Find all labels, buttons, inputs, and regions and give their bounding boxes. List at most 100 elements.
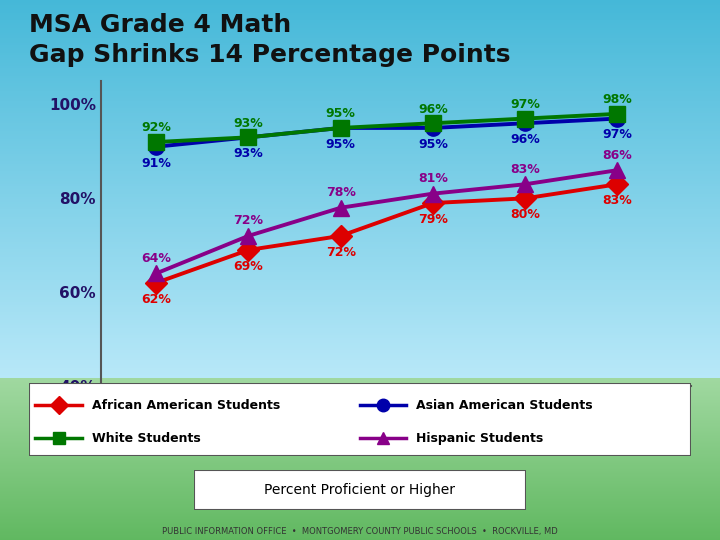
Bar bbox=[0, 300, 720, 302]
Text: 69%: 69% bbox=[233, 260, 264, 273]
Bar bbox=[0, 525, 720, 526]
Bar bbox=[0, 457, 720, 458]
Bar bbox=[0, 392, 720, 393]
Bar bbox=[0, 384, 720, 386]
Bar bbox=[0, 411, 720, 413]
Bar bbox=[0, 419, 720, 420]
Bar bbox=[0, 378, 720, 379]
Bar bbox=[0, 435, 720, 436]
Text: 98%: 98% bbox=[603, 93, 632, 106]
Bar bbox=[0, 539, 720, 540]
Bar bbox=[0, 429, 720, 430]
Bar bbox=[0, 307, 720, 310]
Bar bbox=[0, 379, 720, 380]
Bar bbox=[0, 358, 720, 360]
Bar bbox=[0, 405, 720, 406]
Bar bbox=[0, 343, 720, 345]
Bar bbox=[0, 526, 720, 527]
Bar bbox=[0, 65, 720, 68]
Bar bbox=[0, 277, 720, 280]
Bar bbox=[0, 28, 720, 30]
Bar bbox=[0, 406, 720, 407]
Bar bbox=[0, 126, 720, 129]
Text: Asian American Students: Asian American Students bbox=[416, 399, 593, 412]
Bar bbox=[0, 71, 720, 73]
Bar bbox=[0, 383, 720, 384]
Bar bbox=[0, 322, 720, 325]
Bar bbox=[0, 408, 720, 409]
Bar bbox=[0, 227, 720, 229]
Bar bbox=[0, 88, 720, 91]
Bar bbox=[0, 523, 720, 524]
Bar bbox=[0, 382, 720, 383]
Bar bbox=[0, 194, 720, 197]
Bar bbox=[0, 0, 720, 3]
Bar bbox=[0, 524, 720, 525]
Bar bbox=[0, 212, 720, 214]
Bar bbox=[0, 86, 720, 88]
Bar bbox=[0, 252, 720, 254]
Bar bbox=[0, 461, 720, 462]
Bar bbox=[0, 98, 720, 101]
Bar bbox=[0, 242, 720, 245]
Bar bbox=[0, 154, 720, 156]
Bar bbox=[0, 380, 720, 381]
Bar bbox=[0, 204, 720, 207]
Text: Gap Shrinks 14 Percentage Points: Gap Shrinks 14 Percentage Points bbox=[29, 43, 510, 67]
Bar bbox=[0, 389, 720, 390]
Bar bbox=[0, 388, 720, 389]
Bar bbox=[0, 409, 720, 410]
Bar bbox=[0, 73, 720, 76]
Bar bbox=[0, 124, 720, 126]
Bar bbox=[0, 393, 720, 394]
Bar bbox=[0, 355, 720, 358]
Bar bbox=[0, 282, 720, 285]
Bar bbox=[0, 121, 720, 124]
Bar bbox=[0, 507, 720, 508]
Bar bbox=[0, 455, 720, 456]
Bar bbox=[0, 434, 720, 435]
Bar bbox=[0, 45, 720, 48]
Bar bbox=[0, 476, 720, 477]
Bar bbox=[0, 401, 720, 402]
Bar bbox=[0, 464, 720, 465]
Text: 95%: 95% bbox=[325, 107, 356, 120]
Bar bbox=[0, 267, 720, 269]
Bar bbox=[0, 423, 720, 424]
Bar bbox=[0, 60, 720, 63]
Bar bbox=[0, 146, 720, 148]
Bar bbox=[0, 141, 720, 144]
Text: 83%: 83% bbox=[510, 163, 540, 176]
Bar bbox=[0, 338, 720, 340]
Bar bbox=[0, 257, 720, 260]
Bar bbox=[0, 5, 720, 8]
Bar bbox=[0, 348, 720, 350]
Bar bbox=[0, 20, 720, 23]
Text: 93%: 93% bbox=[233, 117, 264, 130]
Bar bbox=[0, 472, 720, 473]
Bar bbox=[0, 249, 720, 252]
Bar bbox=[0, 328, 720, 330]
Bar bbox=[0, 416, 720, 417]
Bar bbox=[0, 538, 720, 539]
Bar bbox=[0, 366, 720, 368]
Bar bbox=[0, 433, 720, 434]
Bar bbox=[0, 494, 720, 495]
Bar bbox=[0, 486, 720, 487]
Bar bbox=[0, 35, 720, 38]
Bar bbox=[0, 189, 720, 192]
Bar bbox=[0, 420, 720, 421]
Bar bbox=[0, 504, 720, 505]
Bar bbox=[0, 508, 720, 509]
Bar bbox=[0, 53, 720, 56]
Bar bbox=[0, 335, 720, 338]
Bar bbox=[0, 56, 720, 58]
Bar bbox=[0, 370, 720, 373]
Bar bbox=[0, 478, 720, 480]
Bar bbox=[0, 18, 720, 20]
Bar bbox=[0, 470, 720, 471]
Bar bbox=[0, 482, 720, 483]
Bar bbox=[0, 78, 720, 80]
Bar bbox=[0, 509, 720, 510]
Bar bbox=[0, 177, 720, 179]
